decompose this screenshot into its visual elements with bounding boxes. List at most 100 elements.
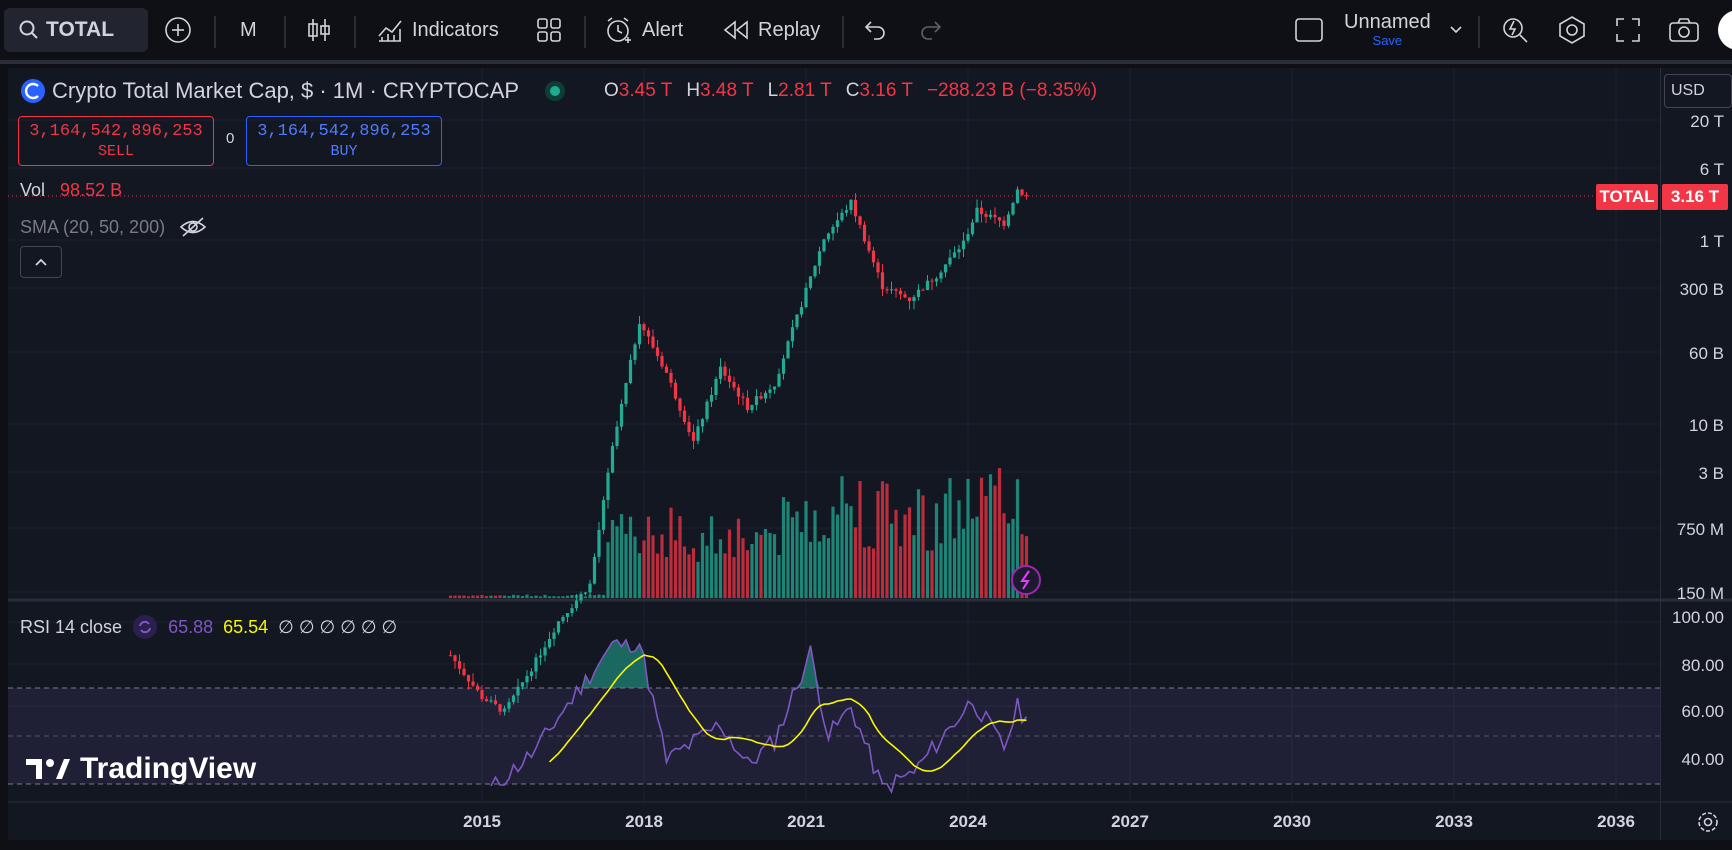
- price-tick: 6 T: [1699, 160, 1724, 179]
- time-tick: 2018: [625, 812, 663, 831]
- interval-label: M: [240, 18, 257, 41]
- candles-icon: [308, 19, 330, 41]
- chart-type-button[interactable]: [306, 8, 332, 52]
- sma-label: SMA (20, 50, 200): [20, 216, 166, 237]
- symbol-search-button[interactable]: TOTAL: [4, 8, 148, 52]
- price-tick: 60 B: [1689, 344, 1724, 363]
- toolbar-divider: [1478, 16, 1480, 48]
- indicators-button[interactable]: Indicators: [376, 8, 499, 52]
- currency-selector[interactable]: USD: [1664, 74, 1732, 108]
- toolbar-divider: [354, 16, 356, 48]
- alert-button[interactable]: Alert: [604, 8, 683, 52]
- sell-label: SELL: [97, 143, 134, 160]
- price-tick: 3 B: [1698, 464, 1724, 483]
- publish-circle-icon: [1718, 10, 1732, 50]
- gear-icon: [1698, 812, 1718, 832]
- low-value: 2.81 T: [778, 80, 832, 101]
- fullscreen-icon: [1616, 18, 1640, 42]
- tradingview-mark-icon: [26, 759, 70, 779]
- layout-checkbox[interactable]: [1294, 8, 1324, 52]
- buy-button[interactable]: 3,164,542,896,253 BUY: [246, 116, 442, 166]
- time-tick: 2021: [787, 812, 825, 831]
- fullscreen-button[interactable]: [1614, 8, 1642, 52]
- volume-label: Vol: [20, 180, 46, 200]
- layout-menu-button[interactable]: [1448, 8, 1464, 52]
- replay-button[interactable]: Replay: [722, 8, 820, 52]
- indicators-label: Indicators: [412, 18, 499, 41]
- open-value: 3.45 T: [618, 80, 673, 101]
- redo-button[interactable]: [918, 8, 944, 52]
- sell-button[interactable]: 3,164,542,896,253 SELL: [18, 116, 214, 166]
- tradingview-logo[interactable]: TradingView: [24, 752, 256, 786]
- close-value: 3.16 T: [859, 80, 913, 101]
- high-value: 3.48 T: [700, 80, 754, 101]
- time-tick: 2027: [1111, 812, 1149, 831]
- last-price-tag: 3.16 T: [1662, 184, 1728, 210]
- price-tick: 300 B: [1679, 280, 1724, 299]
- time-tick: 2036: [1597, 812, 1635, 831]
- snapshot-button[interactable]: [1668, 8, 1700, 52]
- sync-icon[interactable]: [132, 614, 158, 640]
- search-icon: [19, 20, 38, 39]
- buy-price: 3,164,542,896,253: [257, 122, 431, 141]
- toolbar-divider: [214, 16, 216, 48]
- rsi-tick: 100.00: [1672, 608, 1724, 627]
- layout-name-button[interactable]: Unnamed Save: [1344, 8, 1431, 52]
- buy-label: BUY: [330, 143, 358, 160]
- branding-text: TradingView: [80, 752, 257, 785]
- open-key: O: [604, 80, 619, 101]
- collapse-legend-button[interactable]: [20, 246, 62, 278]
- gear-icon: [1559, 16, 1585, 44]
- time-tick: 2024: [949, 812, 987, 831]
- quick-search-button[interactable]: [1500, 8, 1530, 52]
- rsi-legend[interactable]: RSI 14 close 65.88 65.54 ∅ ∅ ∅ ∅ ∅ ∅: [20, 614, 397, 640]
- chevron-down-icon: [1450, 26, 1462, 34]
- interval-button[interactable]: M: [240, 8, 257, 52]
- add-symbol-button[interactable]: [164, 8, 192, 52]
- ohlc-values: O3.45 T H3.48 T L2.81 T C3.16 T −288.23 …: [604, 80, 1097, 102]
- price-tick: 10 B: [1689, 416, 1724, 435]
- market-status-icon: [545, 81, 566, 101]
- volume-value: 98.52 B: [60, 180, 123, 200]
- spread-value: 0: [226, 130, 235, 147]
- redo-icon: [921, 21, 942, 40]
- plus-circle-icon: [165, 17, 191, 43]
- symbol-legend[interactable]: Crypto Total Market Cap, $ · 1M · CRYPTO…: [20, 78, 566, 104]
- undo-button[interactable]: [862, 8, 888, 52]
- toolbar-divider: [584, 16, 586, 48]
- axis-settings-button[interactable]: [1696, 810, 1720, 839]
- lightning-search-icon: [1503, 18, 1528, 43]
- sma-legend[interactable]: SMA (20, 50, 200): [20, 216, 207, 238]
- square-icon: [1295, 18, 1323, 42]
- rewind-icon: [723, 20, 748, 40]
- price-tick: 150 M: [1676, 584, 1724, 603]
- layouts-button[interactable]: [536, 8, 562, 52]
- currency-label: USD: [1671, 82, 1705, 99]
- price-tick: 750 M: [1676, 520, 1724, 539]
- change-value: −288.23 B (−8.35%): [926, 80, 1098, 101]
- symbol-title: Crypto Total Market Cap, $ · 1M · CRYPTO…: [52, 78, 520, 103]
- toolbar-divider: [842, 16, 844, 48]
- publish-button[interactable]: [1718, 8, 1732, 52]
- settings-button[interactable]: [1556, 8, 1588, 52]
- price-tick: 20 T: [1690, 112, 1724, 131]
- price-tick: 1 T: [1699, 232, 1724, 251]
- rsi-tick: 80.00: [1681, 656, 1724, 675]
- symbol-label: TOTAL: [46, 18, 115, 41]
- rsi-label: RSI 14 close: [20, 616, 123, 637]
- grid-icon: [537, 18, 561, 42]
- layout-name: Unnamed: [1344, 11, 1431, 33]
- chart-pane[interactable]: [8, 68, 1660, 840]
- chevron-up-icon: [35, 258, 47, 266]
- volume-legend[interactable]: Vol 98.52 B: [20, 180, 122, 201]
- save-label[interactable]: Save: [1372, 33, 1403, 48]
- time-tick: 2030: [1273, 812, 1311, 831]
- time-tick: 2015: [463, 812, 501, 831]
- low-key: L: [767, 80, 779, 101]
- alarm-clock-icon: [607, 17, 631, 43]
- rsi-tick: 40.00: [1681, 750, 1724, 769]
- eye-hidden-icon[interactable]: [179, 216, 207, 238]
- sell-price: 3,164,542,896,253: [29, 122, 203, 141]
- toolbar-divider: [284, 16, 286, 48]
- camera-icon: [1669, 18, 1699, 42]
